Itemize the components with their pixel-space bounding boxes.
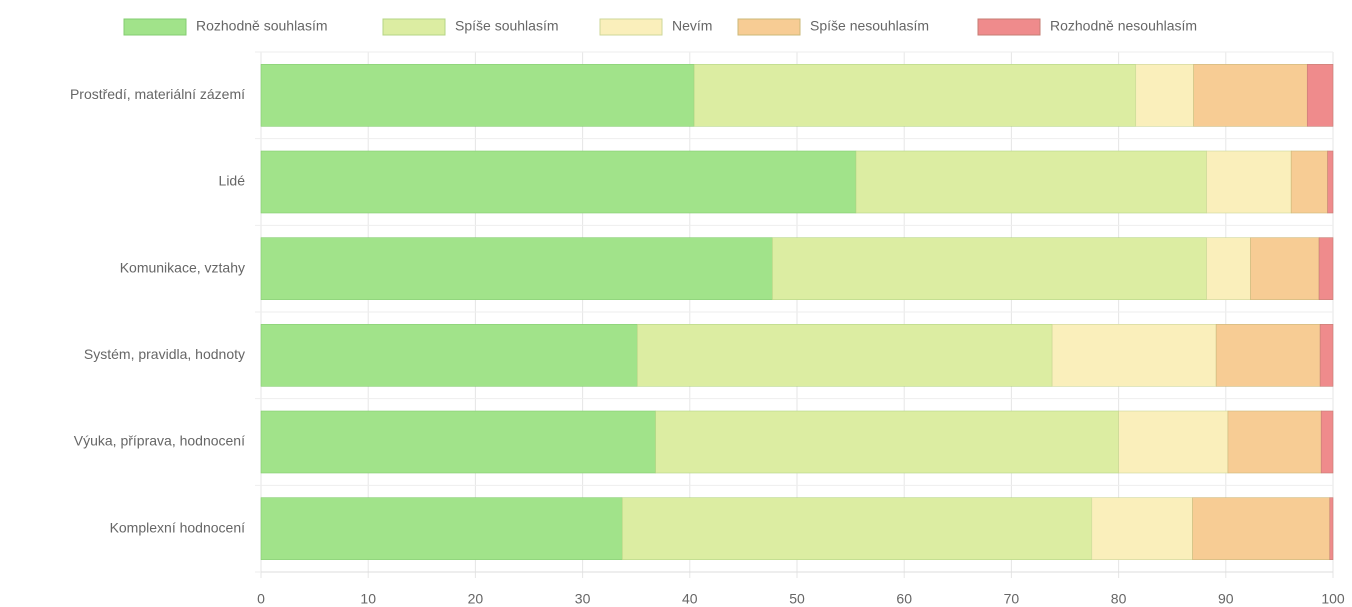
bar-segment	[772, 237, 1207, 300]
bar-segment	[260, 237, 773, 300]
bar-segment	[1320, 410, 1334, 474]
bar-segment	[260, 150, 857, 214]
bar-segment	[260, 497, 623, 560]
legend-label: Spíše souhlasím	[455, 18, 559, 34]
bar-segment	[1206, 237, 1251, 300]
bar-segment	[1091, 497, 1193, 560]
bar-segment	[1206, 150, 1292, 214]
legend-swatch	[382, 18, 446, 36]
x-tick-label: 0	[257, 591, 265, 607]
legend-swatch	[123, 18, 187, 36]
y-tick-label: Komunikace, vztahy	[120, 259, 245, 275]
legend-swatch	[599, 18, 663, 36]
x-tick-label: 50	[789, 591, 805, 607]
bar-segment	[1227, 410, 1322, 474]
x-tick-label: 30	[575, 591, 591, 607]
bar-segment	[693, 64, 1137, 127]
bar-segment	[1290, 150, 1328, 214]
bar-segment	[855, 150, 1207, 214]
bar-segment	[1306, 64, 1334, 127]
legend-label: Rozhodně souhlasím	[196, 18, 328, 34]
x-tick-label: 100	[1321, 591, 1345, 607]
x-tick-label: 40	[682, 591, 698, 607]
bar-segment	[1319, 324, 1334, 387]
y-tick-label: Systém, pravidla, hodnoty	[84, 346, 245, 362]
bar-segment	[1318, 237, 1334, 300]
y-tick-label: Komplexní hodnocení	[110, 519, 246, 535]
legend-swatch	[977, 18, 1041, 36]
bar-segment	[621, 497, 1093, 560]
x-tick-label: 90	[1218, 591, 1234, 607]
legend-swatch	[737, 18, 801, 36]
bar-segment	[1250, 237, 1320, 300]
bar-segment	[1135, 64, 1194, 127]
bar-segment	[260, 324, 638, 387]
bar-segment	[1327, 150, 1334, 214]
bar-segment	[1118, 410, 1229, 474]
bar-segment	[260, 410, 656, 474]
x-tick-label: 60	[896, 591, 912, 607]
legend-label: Spíše nesouhlasím	[810, 18, 929, 34]
y-tick-label: Lidé	[219, 173, 246, 189]
x-tick-label: 80	[1111, 591, 1127, 607]
x-tick-label: 10	[360, 591, 376, 607]
x-tick-label: 70	[1004, 591, 1020, 607]
bar-segment	[260, 64, 695, 127]
bar-segment	[1192, 497, 1331, 560]
bar-segment	[636, 324, 1053, 387]
bar-segment	[1193, 64, 1308, 127]
legend-label: Nevím	[672, 18, 712, 34]
y-tick-label: Prostředí, materiální zázemí	[70, 86, 245, 102]
y-tick-label: Výuka, příprava, hodnocení	[74, 433, 245, 449]
x-tick-label: 20	[468, 591, 484, 607]
bar-segment	[1051, 324, 1217, 387]
bar-segment	[655, 410, 1119, 474]
bar-segment	[1329, 497, 1334, 560]
bar-segment	[1215, 324, 1321, 387]
legend-label: Rozhodně nesouhlasím	[1050, 18, 1197, 34]
